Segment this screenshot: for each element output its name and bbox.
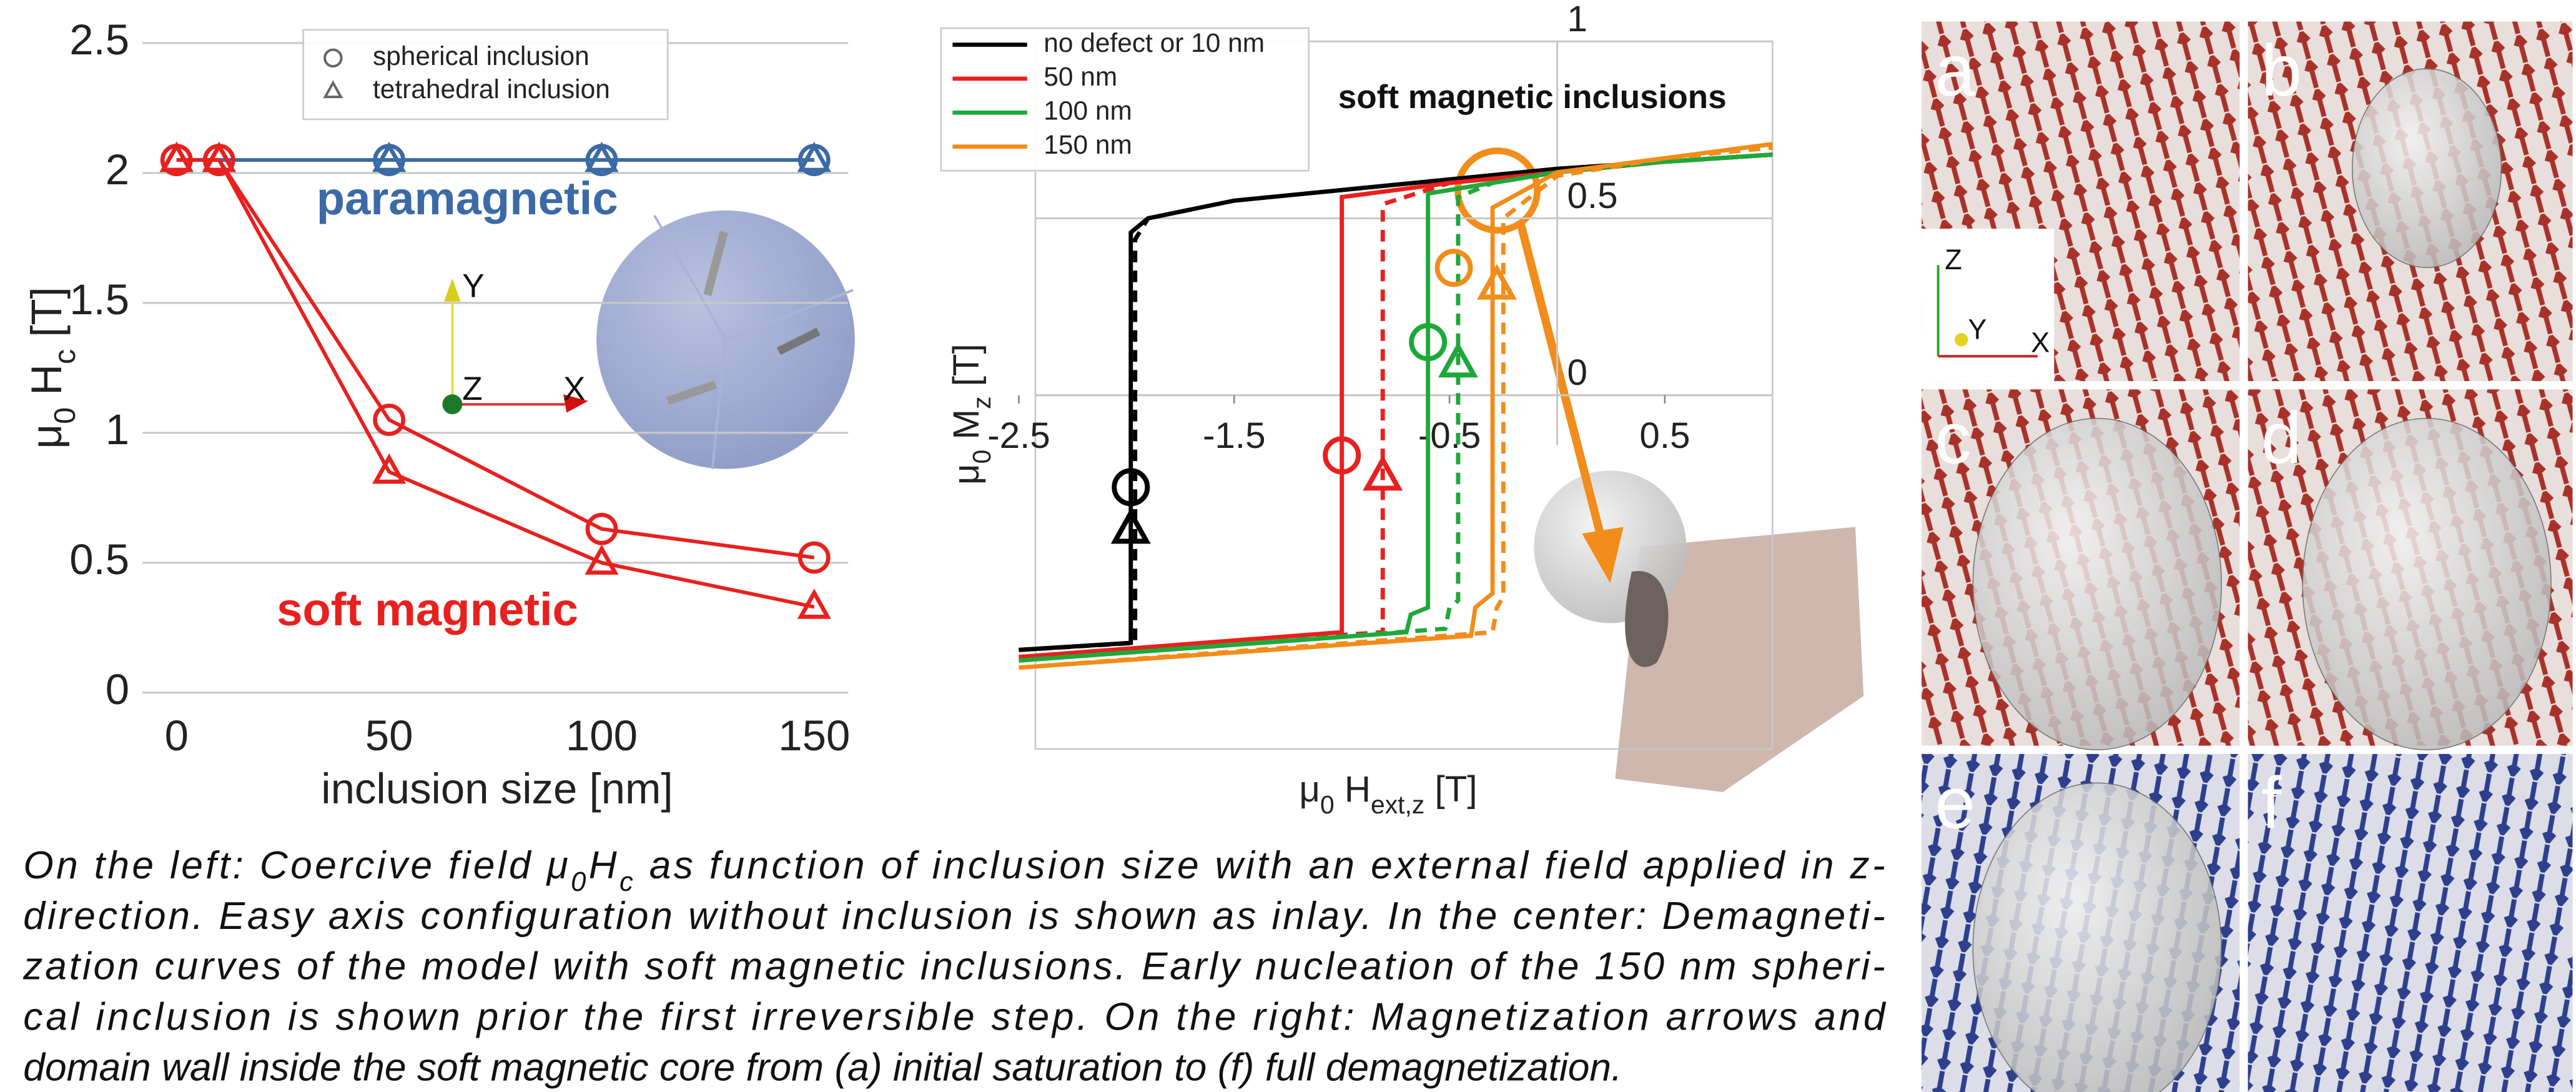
inclusion-sphere xyxy=(2352,69,2502,267)
data-marker xyxy=(1437,251,1470,284)
panel-label: c xyxy=(1935,397,1971,479)
text-segment: μ xyxy=(946,464,987,485)
text-segment: z xyxy=(967,396,996,409)
inlay-axis-label: Z xyxy=(462,370,482,407)
legend-label: 150 nm xyxy=(1044,130,1132,159)
y-tick-label: 1.5 xyxy=(69,275,129,324)
y-tick-label: 2 xyxy=(106,146,129,194)
text-segment: c xyxy=(48,349,82,364)
text-segment: c xyxy=(619,866,633,896)
y-tick-label: 1 xyxy=(106,405,129,454)
inlay-axis-label: Y xyxy=(462,268,484,305)
inlay-axis-label: X xyxy=(563,370,585,407)
y-tick-label: 0 xyxy=(106,665,129,713)
inlay-axis-head xyxy=(442,394,462,414)
text-segment: 0 xyxy=(967,450,996,464)
x-tick-label: -2.5 xyxy=(987,415,1050,456)
group-label: soft magnetic xyxy=(277,583,578,635)
triad-label: X xyxy=(2031,327,2050,359)
inlay-sphere xyxy=(596,211,855,469)
y-tick-label: 0 xyxy=(1567,352,1587,393)
x-tick-label: 100 xyxy=(566,712,638,760)
text-segment: domain wall inside the soft magnetic cor… xyxy=(23,1046,1622,1090)
panel-label: e xyxy=(1935,762,1975,843)
x-axis-label: μ0 Hext,z [T] xyxy=(1299,769,1477,818)
annotation: soft magnetic inclusions xyxy=(1338,79,1727,116)
triad-label: Z xyxy=(1945,244,1962,275)
text-segment: 0 xyxy=(571,866,586,896)
legend-label: no defect or 10 nm xyxy=(1044,28,1265,57)
triad-label: Y xyxy=(1968,313,1986,345)
panel-label: d xyxy=(2261,397,2302,479)
inset-3d xyxy=(1458,151,1863,792)
y-axis-label: μ0 Mz [T] xyxy=(946,344,995,485)
panel-label: a xyxy=(1935,29,1975,111)
text-segment: ext,z xyxy=(1371,790,1424,819)
x-tick-label: 50 xyxy=(365,712,413,760)
y-tick-label: 0.5 xyxy=(69,535,129,583)
group-label: paramagnetic xyxy=(317,172,618,224)
caption-line: cal inclusion is shown prior the first i… xyxy=(23,996,1887,1039)
simulation-panel xyxy=(2248,754,2573,1092)
text-segment: M xyxy=(946,409,987,450)
legend-label: 100 nm xyxy=(1044,96,1132,126)
text-segment: as function of inclusion size with an ex… xyxy=(636,844,1885,887)
text-segment: μ xyxy=(22,424,71,449)
text-segment: 0 xyxy=(1320,790,1335,819)
panel-label: b xyxy=(2261,29,2302,111)
text-segment: μ xyxy=(1299,769,1320,810)
x-tick-label: -1.5 xyxy=(1203,415,1266,456)
legend-label: 50 nm xyxy=(1044,62,1117,91)
text-segment: On the left: Coercive field μ xyxy=(23,844,568,887)
text-segment: zation curves of the model with soft mag… xyxy=(22,945,1885,988)
legend-label: spherical inclusion xyxy=(373,41,590,71)
inclusion-sphere xyxy=(2302,419,2551,750)
text-segment: [T] xyxy=(22,287,71,349)
figure: 00.511.522.5050100150μ0 Hc [T]inclusion … xyxy=(0,0,2576,1092)
text-segment: direction. Easy axis configuration witho… xyxy=(23,895,1885,938)
x-tick-label: 0.5 xyxy=(1639,415,1690,456)
text-segment: [T] xyxy=(1424,769,1477,810)
y-tick-label: 2.5 xyxy=(69,16,129,64)
triad-origin xyxy=(1955,333,1968,346)
inlay-axis-head xyxy=(444,279,461,302)
x-axis-label: inclusion size [nm] xyxy=(321,765,673,813)
text-segment: [T] xyxy=(946,344,987,396)
inclusion-sphere xyxy=(1973,419,2221,750)
text-segment: 0 xyxy=(48,407,82,424)
panel-label: f xyxy=(2261,762,2282,843)
x-tick-label: 0 xyxy=(165,712,189,760)
caption-line: direction. Easy axis configuration witho… xyxy=(23,895,1885,938)
y-tick-label: 1 xyxy=(1567,0,1587,39)
y-tick-label: 0.5 xyxy=(1567,176,1617,216)
x-tick-label: 150 xyxy=(778,712,850,760)
caption-line: zation curves of the model with soft mag… xyxy=(22,945,1885,988)
caption-line: domain wall inside the soft magnetic cor… xyxy=(23,1046,1622,1090)
text-segment: H xyxy=(22,364,71,407)
data-marker xyxy=(1481,269,1513,297)
text-segment: cal inclusion is shown prior the first i… xyxy=(23,996,1887,1039)
legend-label: tetrahedral inclusion xyxy=(373,74,610,104)
text-segment: H xyxy=(589,844,618,887)
text-segment: H xyxy=(1335,769,1371,810)
